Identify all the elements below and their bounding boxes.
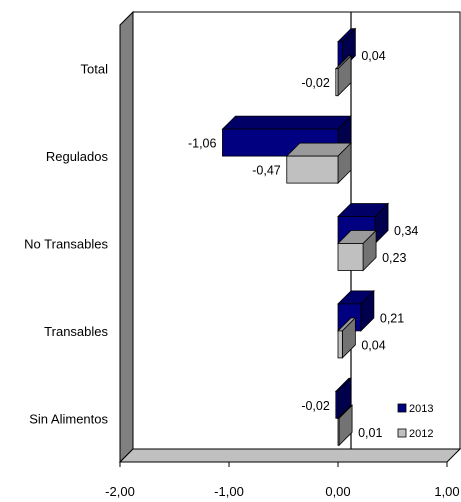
bar-transables-2012 (337, 316, 357, 359)
legend: 2013 2012 (397, 403, 433, 440)
category-label-total: Total (81, 62, 109, 77)
x-tick-label: 0,00 (325, 484, 350, 499)
plot-back-wall (132, 11, 461, 450)
x-tick-label: -1,00 (214, 484, 244, 499)
bar-sin-alimentos-2012 (337, 404, 354, 447)
category-label-regulados: Regulados (46, 149, 109, 164)
category-label-sin-alimentos: Sin Alimentos (29, 411, 108, 426)
plot-floor (118, 448, 461, 463)
legend-item-2012: 2012 (397, 428, 433, 440)
plot-side-wall (119, 10, 134, 464)
legend-item-2013: 2013 (397, 403, 433, 415)
category-label-no-transables: No Transables (24, 237, 108, 252)
legend-label-2012: 2012 (409, 428, 433, 440)
value-axis: -2,00 -1,00 0,00 1,00 (105, 462, 460, 499)
data-label-total-2012: -0,02 (301, 76, 330, 90)
data-label-total-2013: 0,04 (361, 49, 385, 63)
data-label-sin-alimentos-2012: 0,01 (358, 426, 382, 440)
chart-bars (221, 27, 390, 447)
data-label-regulados-2013: -1,06 (188, 137, 217, 151)
legend-swatch-2012 (397, 428, 407, 438)
x-tick-label: -2,00 (105, 484, 135, 499)
data-label-transables-2013: 0,21 (380, 311, 404, 325)
data-labels: 0,04 -0,02 -1,06 -0,47 0,34 0,23 0,21 0,04 -0,02… (188, 49, 418, 440)
bar-regulados-2012 (285, 142, 352, 185)
bar-no-transables-2013 (337, 202, 390, 245)
data-label-sin-alimentos-2013: -0,02 (301, 399, 330, 413)
bar-total-2012 (334, 54, 352, 97)
bar-no-transables-2012 (337, 229, 378, 272)
chart-walls (118, 10, 461, 464)
data-label-transables-2012: 0,04 (361, 338, 385, 352)
legend-swatch-2013 (397, 403, 407, 413)
data-label-regulados-2012: -0,47 (252, 164, 281, 178)
x-tick-label: 1,00 (434, 484, 459, 499)
bar-regulados-2013 (221, 115, 352, 158)
category-axis: Total Regulados No Transables Transables Sin… (24, 62, 108, 427)
legend-label-2013: 2013 (409, 403, 433, 415)
category-label-transables: Transables (44, 324, 108, 339)
data-label-no-transables-2012: 0,23 (382, 251, 406, 265)
data-label-no-transables-2013: 0,34 (394, 224, 418, 238)
bar-transables-2013 (337, 289, 375, 332)
